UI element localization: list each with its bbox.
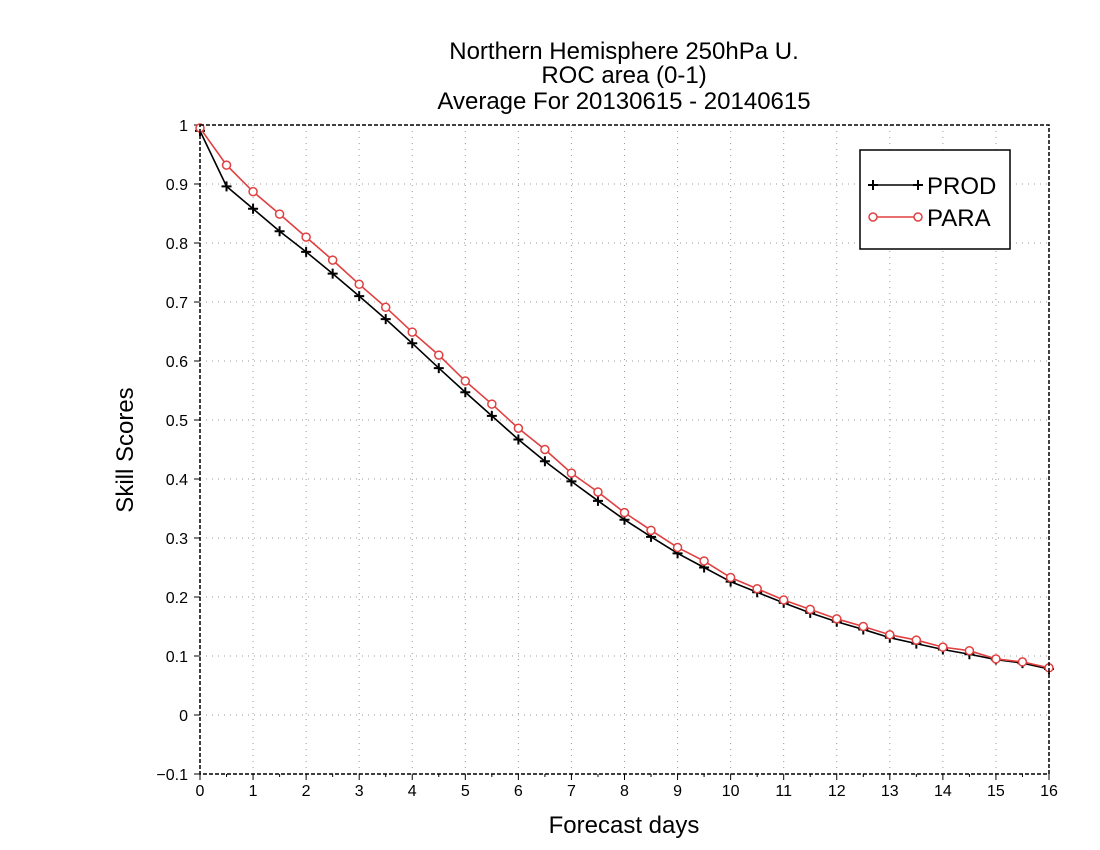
series-prod-point [539,456,550,467]
series-prod-point [513,434,524,445]
legend-marker-para [868,212,878,222]
chart-title-line-3: Average For 20130615 - 20140615 [437,88,810,115]
series-para-point [805,604,815,615]
x-tick-label: 13 [881,783,899,800]
series-para-point [672,542,683,553]
series-para-point [938,642,948,652]
y-tick-label: 0.9 [166,177,188,194]
legend-marker-prod [913,180,923,190]
y-tick-label: 0 [179,708,188,725]
y-tick-label: −0.1 [156,767,188,784]
x-tick-label: 16 [1040,783,1058,800]
y-tick-label: 0.1 [166,649,188,666]
series-prod-point [301,246,312,257]
x-tick-label: 6 [514,783,523,800]
axis-ticks [194,124,1050,780]
x-tick-label: 11 [775,783,792,800]
series-para-point [540,444,550,455]
legend-item-para: PARA [868,205,991,232]
grid-lines [200,125,1049,774]
x-tick-label: 12 [828,783,846,800]
series-para-point [380,302,391,313]
series-para-point [911,635,922,645]
series-prod-point [327,268,338,279]
x-tick-label: 1 [249,783,258,800]
series-prod-point [486,410,497,421]
series-prod-point [380,314,391,325]
series-para-point [778,595,789,605]
y-tick-label: 0.8 [166,236,188,253]
x-tick-labels: 0 1 2 3 4 5 6 7 8 9 10 11 12 13 14 15 16 [196,783,1058,800]
series-para-point [858,621,869,632]
legend: PROD PARA [859,149,1011,250]
series-para-point [354,279,364,290]
series-prod-point [221,181,232,192]
series-para-point [566,468,577,478]
chart-title-line-1: Northern Hemisphere 250hPa U. [449,38,799,65]
legend-marker-prod [868,180,878,190]
y-tick-label: 0.3 [166,531,188,548]
series-prod-point [433,363,444,374]
series-para-point [434,350,444,360]
x-tick-label: 7 [567,783,576,800]
y-tick-label: 0.6 [166,354,188,371]
series-para-point [248,186,258,197]
series-para-point [885,630,895,640]
series-para-point [832,614,842,624]
x-tick-label: 9 [673,783,682,800]
x-tick-label: 3 [355,783,364,800]
series-para-point [593,487,603,497]
chart-title-line-2: ROC area (0-1) [541,62,706,89]
series-prod-point [274,226,285,237]
x-tick-label: 5 [461,783,470,800]
series-para-point [752,583,762,594]
x-tick-label: 15 [987,783,1005,800]
series-para-point [407,327,417,337]
series-prod-point [407,338,418,349]
series-para-point [725,572,736,583]
series-para-point [487,399,497,409]
series-prod-point [248,203,259,214]
series-para-point [327,255,338,265]
plot-frame [199,124,1050,775]
series-para-point [513,423,524,434]
series-para [195,123,1054,673]
y-tick-label: 0.5 [166,413,188,430]
y-tick-label: 0.2 [166,590,188,607]
x-axis-label: Forecast days [549,812,700,839]
series-para-point [619,507,630,518]
y-tick-label: 0.7 [166,295,188,312]
legend-label-prod: PROD [927,173,996,200]
legend-item-prod: PROD [868,173,996,200]
series-para-point [1017,657,1028,667]
y-tick-labels: −0.1 0 0.1 0.2 0.3 0.4 0.5 0.6 0.7 0.8 0.9 1 [156,118,188,784]
x-tick-label: 8 [620,783,629,800]
series-para-point [301,232,311,242]
series-para-point [964,645,975,656]
y-tick-label: 1 [179,118,188,135]
legend-label-para: PARA [927,205,991,232]
series-prod-point [592,495,603,506]
series-para-point [460,376,471,386]
series-prod-point [460,387,471,398]
chart-title: Northern Hemisphere 250hPa U. ROC area (… [437,38,810,115]
series-para-point [646,525,656,536]
x-tick-label: 2 [302,783,311,800]
x-tick-label: 0 [196,783,205,800]
series-prod-point [354,291,365,302]
series-para-point [699,556,709,566]
series-prod-point [566,476,577,487]
series-para-point [991,654,1001,664]
x-tick-label: 14 [934,783,952,800]
legend-box [859,149,1011,250]
series-para-point [221,160,232,170]
data-series [195,123,1054,674]
x-tick-label: 4 [408,783,417,800]
legend-marker-para [913,212,923,222]
x-tick-label: 10 [722,783,740,800]
y-axis-label: Skill Scores [112,387,139,512]
series-para-point [274,209,285,219]
y-tick-label: 0.4 [166,472,188,489]
